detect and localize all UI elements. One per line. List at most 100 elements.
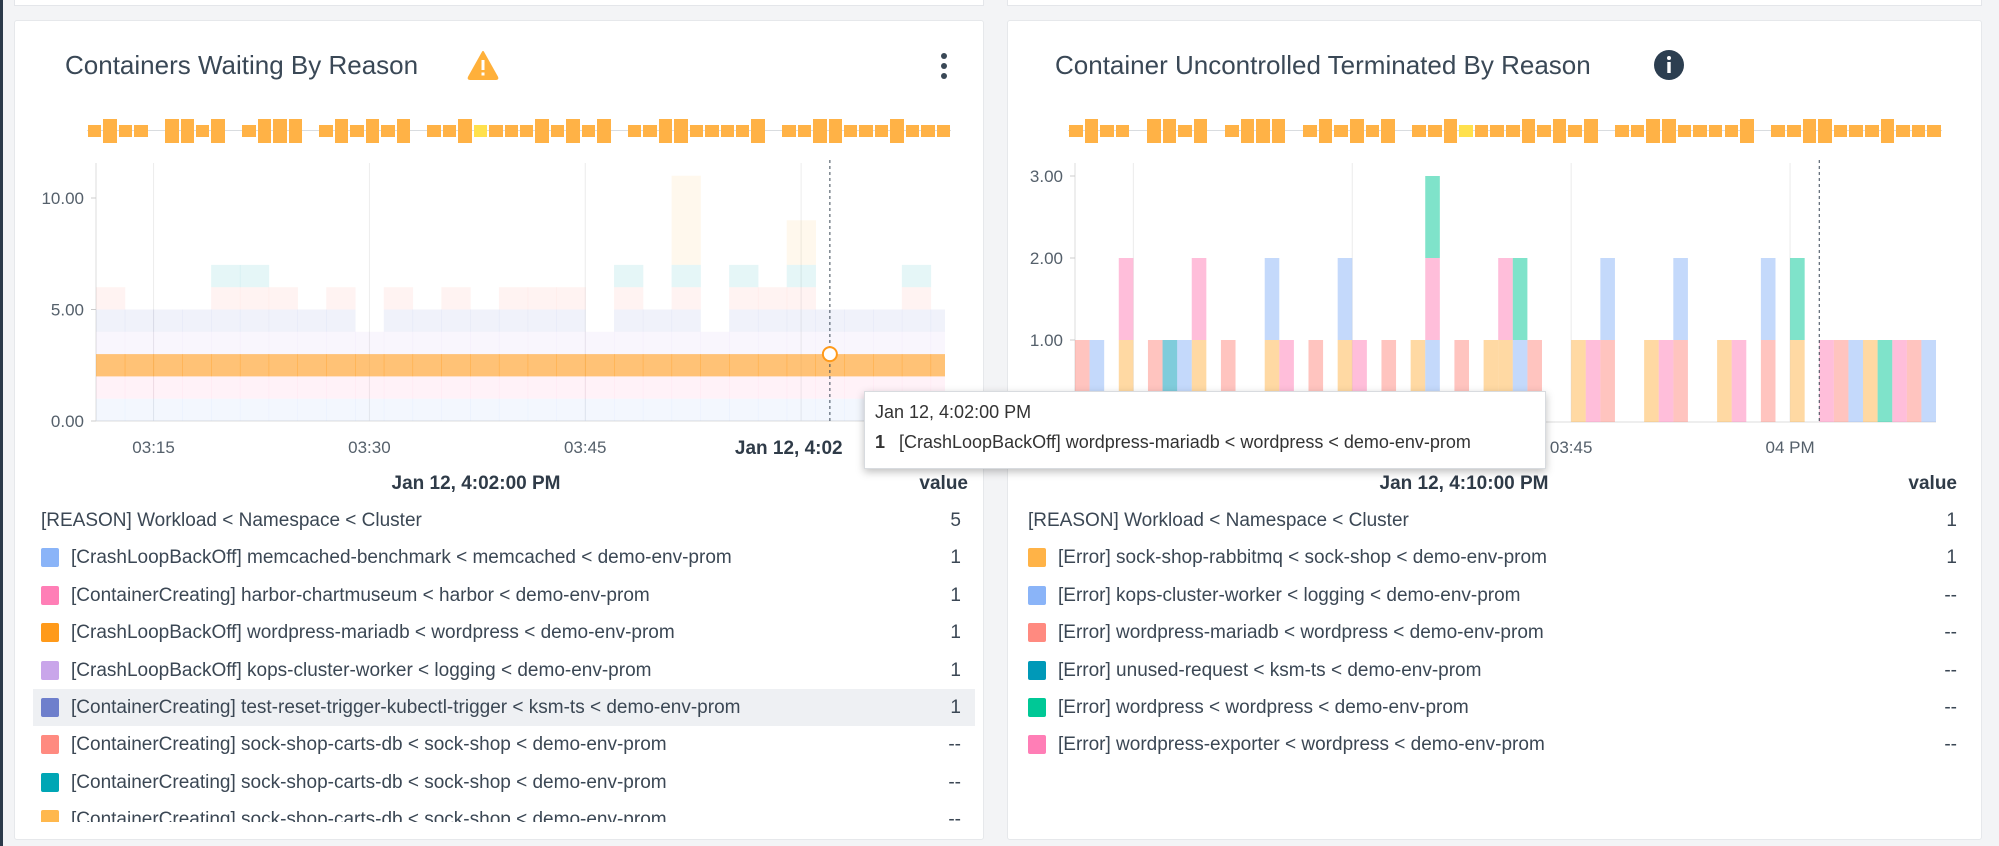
status-block[interactable] — [165, 119, 179, 143]
status-block[interactable] — [1365, 125, 1380, 137]
status-block[interactable] — [674, 119, 688, 143]
kebab-menu-icon[interactable] — [938, 52, 950, 85]
status-block[interactable] — [1911, 125, 1926, 137]
status-block[interactable] — [1724, 125, 1739, 137]
status-block[interactable] — [736, 125, 750, 137]
status-block[interactable] — [921, 125, 935, 137]
status-block[interactable] — [1412, 125, 1426, 137]
status-block[interactable] — [1459, 125, 1473, 137]
status-block[interactable] — [782, 125, 796, 137]
status-block[interactable] — [890, 119, 904, 143]
status-block[interactable] — [1318, 119, 1333, 143]
status-block[interactable] — [1443, 119, 1458, 143]
legend-row[interactable]: [Error] sock-shop-rabbitmq < sock-shop <… — [1020, 539, 1971, 576]
status-block[interactable] — [1708, 125, 1723, 137]
status-block[interactable] — [242, 125, 256, 137]
status-block[interactable] — [1271, 119, 1286, 143]
status-block[interactable] — [1818, 119, 1832, 143]
status-block[interactable] — [1552, 119, 1567, 143]
status-block[interactable] — [1880, 119, 1895, 143]
status-block[interactable] — [504, 125, 518, 137]
status-block[interactable] — [1084, 119, 1099, 143]
status-block[interactable] — [319, 125, 333, 137]
status-block[interactable] — [1381, 119, 1395, 143]
status-block[interactable] — [1896, 125, 1910, 137]
legend-row[interactable]: [ContainerCreating] harbor-chartmuseum <… — [33, 577, 975, 614]
status-block[interactable] — [196, 125, 210, 137]
status-block[interactable] — [1474, 125, 1489, 137]
status-block[interactable] — [1662, 119, 1676, 143]
status-block[interactable] — [535, 119, 549, 143]
status-block[interactable] — [1162, 119, 1177, 143]
status-block[interactable] — [1349, 119, 1364, 143]
legend-row[interactable]: [ContainerCreating] sock-shop-carts-db <… — [33, 726, 975, 763]
status-block[interactable] — [1584, 119, 1598, 143]
status-block[interactable] — [1537, 125, 1551, 137]
status-block[interactable] — [1334, 125, 1348, 137]
status-block[interactable] — [396, 119, 410, 143]
status-block[interactable] — [705, 125, 719, 137]
status-block[interactable] — [720, 125, 734, 137]
status-block[interactable] — [180, 119, 194, 143]
status-block[interactable] — [581, 125, 596, 137]
status-block[interactable] — [1256, 119, 1270, 143]
status-block[interactable] — [859, 125, 873, 137]
status-block[interactable] — [1630, 125, 1645, 137]
legend-summary-row[interactable]: [REASON] Workload < Namespace < Cluster 5 — [33, 502, 975, 539]
status-block[interactable] — [813, 119, 827, 143]
status-block[interactable] — [689, 125, 704, 137]
status-block[interactable] — [628, 125, 642, 137]
status-block[interactable] — [1833, 125, 1848, 137]
legend-row[interactable]: [ContainerCreating] sock-shop-carts-db <… — [33, 764, 975, 801]
status-block[interactable] — [550, 125, 565, 137]
status-block[interactable] — [1147, 119, 1161, 143]
status-block[interactable] — [1568, 125, 1583, 137]
status-block[interactable] — [1240, 119, 1255, 143]
status-block[interactable] — [566, 119, 580, 143]
legend-row[interactable]: [CrashLoopBackOff] memcached-benchmark <… — [33, 539, 975, 576]
status-block[interactable] — [874, 125, 889, 137]
status-block[interactable] — [134, 125, 148, 137]
status-block[interactable] — [905, 125, 920, 137]
status-block[interactable] — [658, 119, 673, 143]
status-block[interactable] — [520, 125, 534, 137]
status-block[interactable] — [1506, 125, 1520, 137]
legend-row[interactable]: [Error] wordpress-mariadb < wordpress < … — [1020, 614, 1971, 651]
status-block[interactable] — [1771, 125, 1785, 137]
warning-icon[interactable] — [467, 50, 499, 85]
legend-row[interactable]: [Error] unused-request < ksm-ts < demo-e… — [1020, 652, 1971, 689]
status-block[interactable] — [1303, 125, 1317, 137]
status-block[interactable] — [103, 119, 117, 143]
legend-row[interactable]: [ContainerCreating] test-reset-trigger-k… — [33, 689, 975, 726]
status-block[interactable] — [88, 125, 102, 137]
status-block[interactable] — [828, 119, 842, 143]
status-block[interactable] — [350, 125, 364, 137]
legend-row[interactable]: [Error] wordpress < wordpress < demo-env… — [1020, 689, 1971, 726]
status-block[interactable] — [1193, 119, 1208, 143]
status-block[interactable] — [118, 125, 133, 137]
status-block[interactable] — [1178, 125, 1192, 137]
legend-row[interactable]: [ContainerCreating] sock-shop-carts-db <… — [33, 801, 975, 822]
status-block[interactable] — [1740, 119, 1754, 143]
status-block[interactable] — [1802, 119, 1817, 143]
status-block[interactable] — [1786, 125, 1801, 137]
legend-row[interactable]: [Error] wordpress-exporter < wordpress <… — [1020, 726, 1971, 763]
status-block[interactable] — [1490, 125, 1504, 137]
status-timeline[interactable] — [1068, 119, 1942, 143]
status-block[interactable] — [844, 125, 858, 137]
legend-row[interactable]: [Error] kops-cluster-worker < logging < … — [1020, 577, 1971, 614]
status-block[interactable] — [458, 119, 472, 143]
status-block[interactable] — [1615, 125, 1629, 137]
status-block[interactable] — [1100, 125, 1114, 137]
status-block[interactable] — [936, 125, 950, 137]
status-block[interactable] — [334, 119, 349, 143]
status-block[interactable] — [797, 125, 812, 137]
status-block[interactable] — [1646, 119, 1661, 143]
legend-row[interactable]: [CrashLoopBackOff] wordpress-mariadb < w… — [33, 614, 975, 651]
status-block[interactable] — [273, 119, 287, 143]
legend-row[interactable]: [CrashLoopBackOff] kops-cluster-worker <… — [33, 652, 975, 689]
status-block[interactable] — [473, 125, 488, 137]
status-block[interactable] — [427, 125, 441, 137]
status-block[interactable] — [1115, 125, 1130, 137]
status-block[interactable] — [1069, 125, 1083, 137]
